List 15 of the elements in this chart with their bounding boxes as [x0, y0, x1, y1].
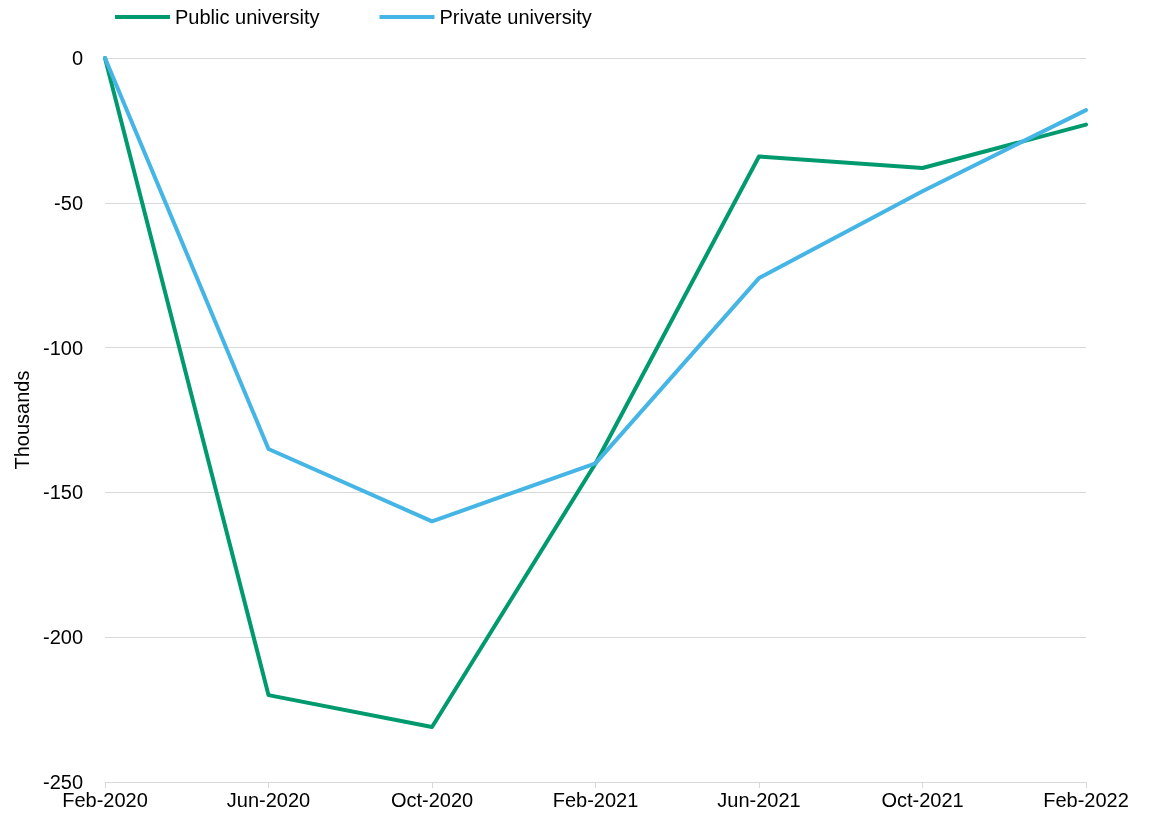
y-tick-label: -50 [54, 191, 83, 214]
line-series [103, 56, 1088, 524]
x-tick-label: Jun-2021 [717, 789, 801, 811]
x-tick-label: Oct-2021 [881, 789, 964, 811]
x-tick-label: Feb-2021 [552, 789, 639, 811]
x-tick-label: Oct-2020 [390, 789, 474, 811]
legend-label: Public university [175, 6, 320, 28]
legend-label: Private university [439, 6, 592, 28]
y-tick-label: -100 [42, 336, 83, 359]
y-tick-label: -200 [42, 626, 83, 649]
y-tick-label: 0 [71, 47, 83, 69]
x-tick-label: Jun-2020 [226, 789, 311, 811]
y-axis-title: Thousands [11, 370, 34, 470]
x-tick-label: Feb-2022 [1043, 789, 1129, 811]
y-tick-label: -150 [42, 481, 83, 504]
